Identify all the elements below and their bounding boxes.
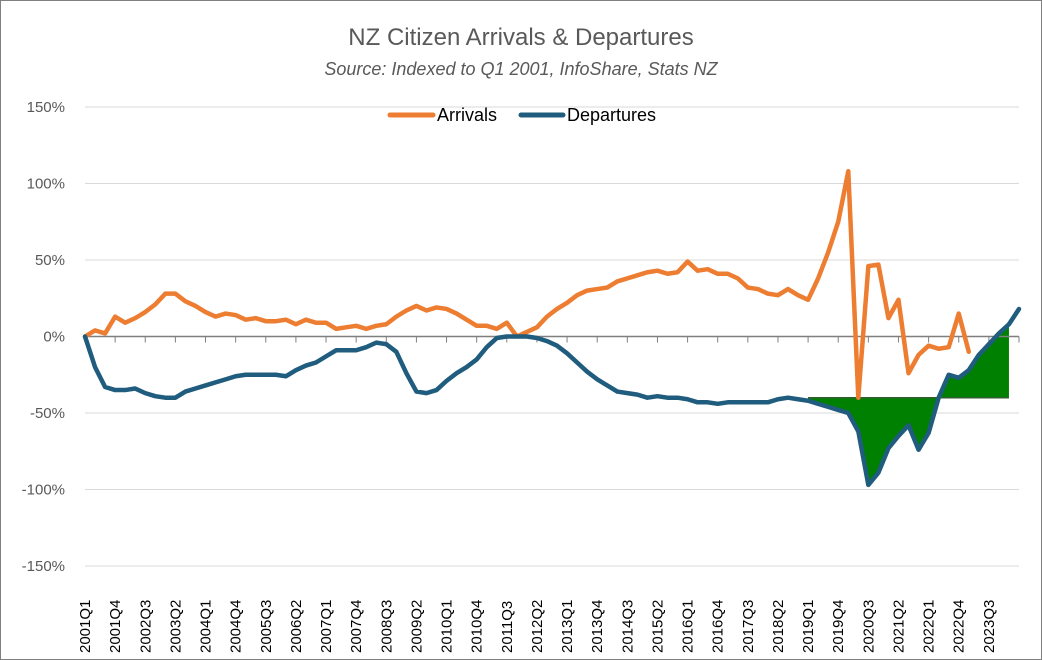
series-line-arrivals	[82, 169, 972, 400]
gridlines	[85, 106, 1019, 567]
x-tick-label: 2008Q3	[378, 600, 395, 653]
shaded-region	[808, 324, 1009, 485]
x-tick-label: 2003Q2	[167, 600, 184, 653]
legend-label-departures: Departures	[567, 105, 656, 125]
x-tick-label: 2012Q2	[529, 600, 546, 653]
x-tick-label: 2009Q2	[408, 600, 425, 653]
y-tick-label: -50%	[30, 405, 65, 422]
x-tick-label: 2007Q4	[348, 600, 365, 653]
x-tick-label: 2015Q2	[649, 600, 666, 653]
series-line-departures	[82, 306, 1022, 488]
y-tick-label: 0%	[43, 329, 65, 346]
x-tick-label: 2001Q4	[107, 600, 124, 653]
x-tick-label: 2019Q1	[800, 600, 817, 653]
x-tick-label: 2004Q4	[228, 600, 245, 653]
x-tick-label: 2002Q3	[137, 600, 154, 653]
x-tick-label: 2001Q1	[77, 600, 94, 653]
chart-subtitle: Source: Indexed to Q1 2001, InfoShare, S…	[324, 59, 718, 79]
chart-title: NZ Citizen Arrivals & Departures	[348, 24, 693, 51]
x-tick-label: 2018Q2	[770, 600, 787, 653]
x-tick-label: 2022Q1	[921, 600, 938, 653]
series-lines	[82, 169, 1022, 488]
y-tick-label: 150%	[27, 99, 65, 116]
x-tick-label: 2005Q3	[258, 600, 275, 653]
shaded-area	[808, 324, 1009, 485]
x-tick-label: 2007Q1	[318, 600, 335, 653]
x-tick-label: 2004Q1	[198, 600, 215, 653]
x-tick-label: 2013Q1	[559, 600, 576, 653]
x-axis-ticks: 2001Q1 2001Q4 2002Q3 2003Q2 2004Q1 2004Q4 2005…	[77, 600, 998, 653]
x-tick-label: 2017Q3	[740, 600, 757, 653]
y-axis-ticks: 150% 100% 50% 0% -50% -100% -150%	[22, 99, 65, 575]
x-tick-label: 2013Q4	[589, 600, 606, 653]
x-tick-label: 2023Q3	[981, 600, 998, 653]
y-tick-label: 50%	[35, 252, 65, 269]
x-tick-label: 2016Q4	[710, 600, 727, 653]
x-tick-label: 2021Q2	[890, 600, 907, 653]
y-tick-label: -150%	[22, 558, 65, 575]
x-tick-label: 2010Q1	[439, 600, 456, 653]
legend-label-arrivals: Arrivals	[437, 105, 497, 125]
y-tick-label: -100%	[22, 482, 65, 499]
x-tick-label: 2014Q3	[619, 600, 636, 653]
x-tick-label: 2006Q2	[288, 600, 305, 653]
x-tick-label: 2011Q3	[499, 601, 516, 653]
y-tick-label: 100%	[27, 176, 65, 193]
x-tick-label: 2022Q4	[951, 600, 968, 653]
x-tick-label: 2010Q4	[469, 600, 486, 653]
x-tick-label: 2019Q4	[830, 600, 847, 653]
x-tick-label: 2020Q3	[860, 600, 877, 653]
legend: Arrivals Departures	[387, 105, 656, 125]
x-tick-label: 2016Q1	[680, 600, 697, 653]
